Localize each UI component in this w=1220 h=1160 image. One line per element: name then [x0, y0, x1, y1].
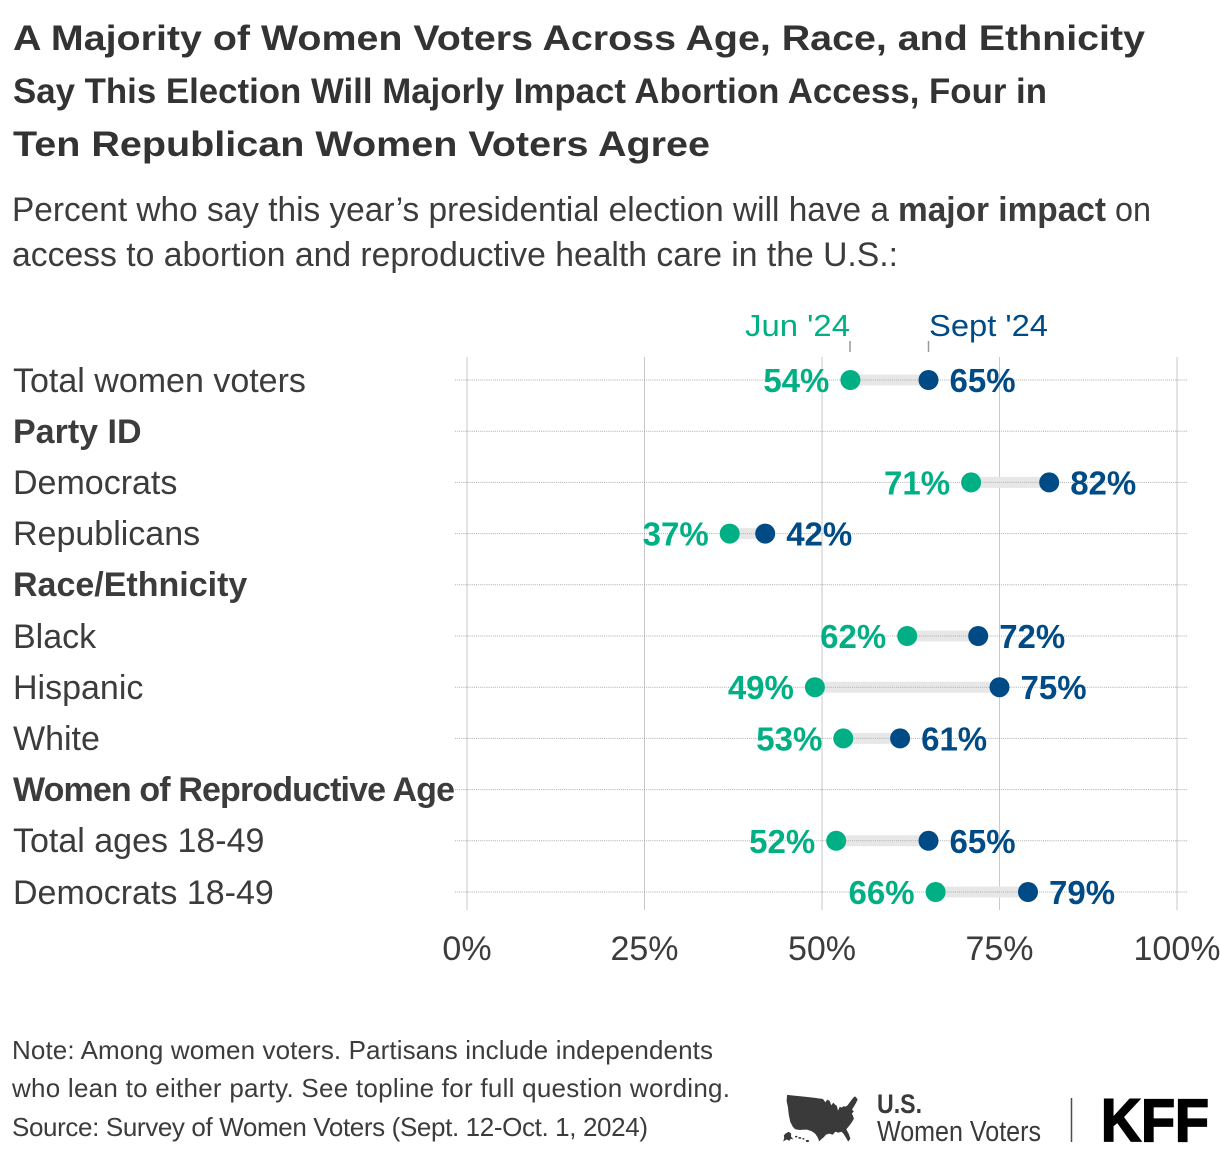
svg-text:Women Voters: Women Voters	[877, 1116, 1041, 1148]
svg-text:25%: 25%	[610, 930, 678, 968]
svg-text:65%: 65%	[950, 362, 1016, 399]
svg-text:Ten Republican Women Voters Ag: Ten Republican Women Voters Agree	[13, 125, 710, 164]
svg-text:66%: 66%	[849, 874, 915, 911]
svg-text:79%: 79%	[1049, 874, 1115, 911]
svg-text:Jun '24: Jun '24	[745, 308, 850, 343]
svg-text:100%: 100%	[1134, 930, 1220, 968]
svg-text:52%: 52%	[749, 823, 815, 860]
svg-text:Democrats: Democrats	[13, 464, 177, 502]
svg-text:access to abortion and reprodu: access to abortion and reproductive heal…	[12, 236, 898, 274]
svg-text:49%: 49%	[728, 669, 794, 706]
svg-text:U.S.: U.S.	[877, 1089, 922, 1119]
svg-text:Republicans: Republicans	[13, 515, 200, 553]
svg-text:65%: 65%	[950, 823, 1016, 860]
svg-text:72%: 72%	[999, 618, 1065, 655]
svg-text:Total women voters: Total women voters	[13, 362, 306, 400]
svg-text:82%: 82%	[1070, 464, 1136, 501]
svg-text:42%: 42%	[786, 516, 852, 553]
svg-text:Note: Among women voters. Part: Note: Among women voters. Partisans incl…	[12, 1035, 713, 1065]
svg-text:Hispanic: Hispanic	[13, 669, 143, 707]
svg-text:71%: 71%	[884, 464, 950, 501]
svg-text:Party ID: Party ID	[13, 413, 142, 451]
svg-text:0%: 0%	[442, 930, 491, 968]
svg-text:major impact: major impact	[898, 191, 1106, 229]
svg-text:37%: 37%	[643, 516, 709, 553]
svg-text:Source: Survey of Women Voters: Source: Survey of Women Voters (Sept. 12…	[12, 1112, 648, 1142]
svg-text:50%: 50%	[788, 930, 856, 968]
svg-text:Percent who say this year’s pr: Percent who say this year’s presidential…	[12, 191, 889, 229]
svg-text:75%: 75%	[1021, 669, 1087, 706]
svg-text:KFF: KFF	[1101, 1087, 1209, 1154]
svg-text:Total ages 18-49: Total ages 18-49	[13, 822, 264, 860]
svg-text:62%: 62%	[820, 618, 886, 655]
svg-text:Race/Ethnicity: Race/Ethnicity	[13, 566, 247, 604]
svg-text:Sept '24: Sept '24	[929, 308, 1048, 343]
svg-text:Say This Election Will Majorly: Say This Election Will Majorly Impact Ab…	[13, 72, 1047, 111]
svg-text:who lean to either party. See: who lean to either party. See topline fo…	[11, 1073, 730, 1103]
svg-text:Women of Reproductive Age: Women of Reproductive Age	[13, 771, 455, 809]
svg-text:61%: 61%	[921, 720, 987, 757]
svg-text:on: on	[1115, 191, 1151, 229]
svg-text:54%: 54%	[763, 362, 829, 399]
svg-text:53%: 53%	[756, 720, 822, 757]
svg-text:White: White	[13, 720, 100, 758]
svg-text:Black: Black	[13, 618, 97, 656]
svg-text:75%: 75%	[965, 930, 1033, 968]
svg-text:A Majority of Women Voters Acr: A Majority of Women Voters Across Age, R…	[13, 19, 1146, 58]
svg-text:Democrats 18-49: Democrats 18-49	[13, 874, 274, 912]
